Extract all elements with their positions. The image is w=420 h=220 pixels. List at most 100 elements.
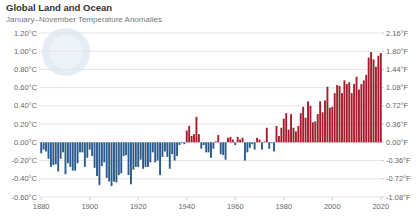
- bar: [125, 142, 127, 155]
- bar: [234, 142, 236, 145]
- bar: [212, 142, 214, 148]
- bar: [103, 142, 105, 162]
- bar: [50, 142, 52, 167]
- bar: [72, 142, 74, 170]
- bar: [242, 138, 244, 143]
- bar: [273, 142, 275, 151]
- bar: [45, 142, 47, 151]
- x-tick: [283, 197, 284, 200]
- y2-tick: [382, 178, 384, 179]
- bar: [246, 142, 248, 152]
- bar: [171, 142, 173, 154]
- bar: [162, 142, 164, 157]
- y2-tick-label: -0.36°F: [386, 156, 411, 165]
- bar: [108, 142, 110, 181]
- y2-tick: [382, 105, 384, 106]
- bar: [259, 140, 261, 143]
- y2-tick: [382, 197, 384, 198]
- bar: [74, 142, 76, 170]
- logo: [42, 28, 90, 76]
- bars: [40, 52, 381, 186]
- y2-tick-label: 1.08°F: [386, 83, 409, 92]
- bar: [111, 142, 113, 186]
- x-tick: [41, 197, 42, 200]
- bar: [300, 113, 302, 142]
- bar: [43, 142, 45, 149]
- bar: [363, 80, 365, 142]
- bar: [152, 142, 154, 152]
- chart: Global Land and OceanJanuary–November Te…: [0, 0, 420, 220]
- grid-line: [40, 87, 382, 88]
- y2-tick-label: 0.00°F: [386, 138, 409, 147]
- bar: [317, 114, 319, 142]
- bar: [84, 142, 86, 167]
- bar: [365, 75, 367, 142]
- x-tick: [89, 197, 90, 200]
- bar: [79, 142, 81, 152]
- bar: [77, 142, 79, 163]
- bar: [276, 126, 278, 142]
- bar: [154, 142, 156, 162]
- y2-tick-label: 1.80°F: [386, 47, 409, 56]
- grid-line: [40, 69, 382, 70]
- bar: [377, 56, 379, 143]
- bar: [346, 84, 348, 142]
- bar: [142, 142, 144, 168]
- bar: [166, 142, 168, 157]
- bar: [86, 142, 88, 157]
- x-tick: [235, 197, 236, 200]
- y2-tick: [382, 33, 384, 34]
- bar: [305, 118, 307, 143]
- bar: [210, 142, 212, 157]
- y2-tick: [382, 51, 384, 52]
- bar: [302, 107, 304, 143]
- bar: [157, 142, 159, 160]
- bar: [263, 141, 265, 143]
- bar: [237, 137, 239, 142]
- bar: [229, 137, 231, 142]
- bar: [261, 142, 263, 149]
- bar: [244, 142, 246, 160]
- bar: [329, 108, 331, 143]
- bar: [128, 142, 130, 175]
- y2-tick: [382, 124, 384, 125]
- bar: [132, 142, 134, 169]
- bar: [169, 142, 171, 168]
- y-tick-label: -0.20°C: [11, 156, 37, 165]
- bar: [164, 142, 166, 151]
- bar: [336, 85, 338, 142]
- grid-line: [40, 33, 382, 34]
- grid-line: [40, 178, 382, 179]
- bar: [96, 142, 98, 176]
- y2-tick-label: -0.72°F: [386, 174, 411, 183]
- bar: [130, 142, 132, 184]
- bar: [113, 142, 115, 181]
- y-tick-label: 0.40°C: [14, 101, 38, 110]
- bar: [65, 142, 67, 174]
- bar: [147, 142, 149, 167]
- bar: [351, 93, 353, 142]
- y-tick-label: 0.20°C: [14, 120, 38, 129]
- bar: [295, 131, 297, 142]
- bar: [91, 142, 93, 156]
- bar: [239, 140, 241, 143]
- bar: [373, 59, 375, 142]
- x-tick-label: 2000: [324, 202, 341, 211]
- grid-line: [40, 51, 382, 52]
- bar: [254, 142, 256, 149]
- bar: [268, 142, 270, 148]
- x-tick-label: 1940: [178, 202, 195, 211]
- grid-line: [40, 105, 382, 106]
- y2-tick: [382, 69, 384, 70]
- x-tick-label: 2020: [372, 202, 389, 211]
- bar: [196, 117, 198, 143]
- bar: [200, 142, 202, 148]
- bar: [183, 142, 185, 144]
- bar: [334, 93, 336, 142]
- bar: [159, 142, 161, 175]
- y2-tick-label: 0.36°F: [386, 120, 409, 129]
- bar: [145, 142, 147, 167]
- bar: [217, 135, 219, 142]
- bar: [149, 142, 151, 162]
- bar: [98, 142, 100, 185]
